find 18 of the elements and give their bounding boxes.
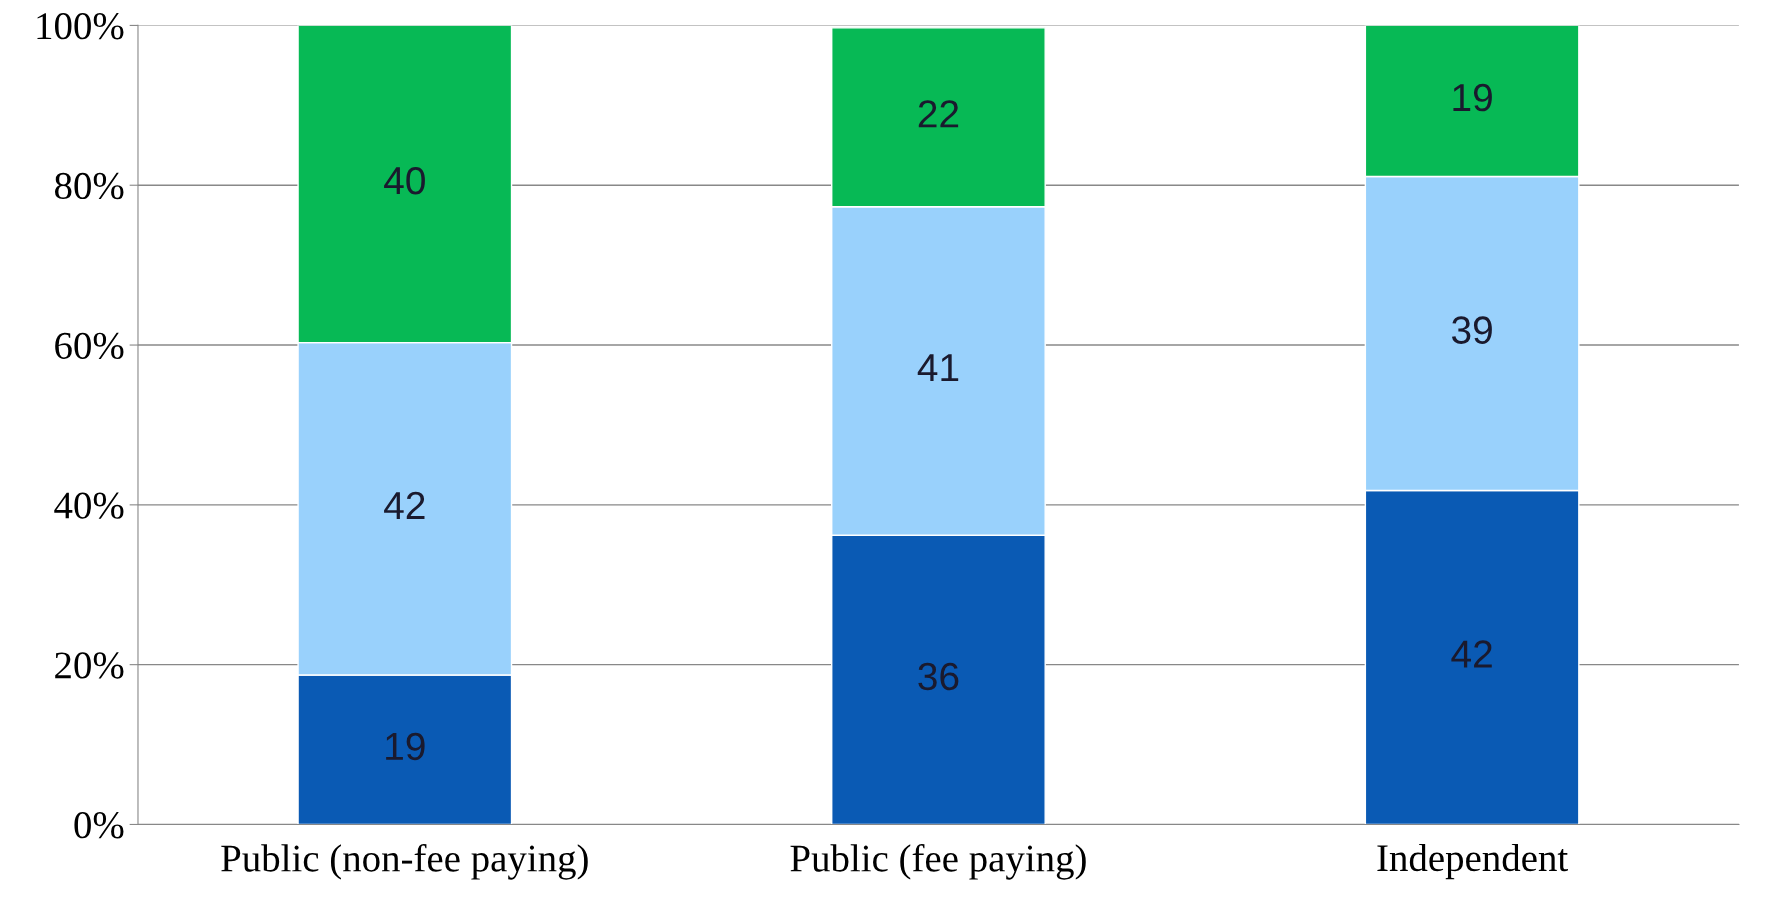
x-tick-label: Public (non-fee paying): [221, 843, 588, 880]
data-label: 19: [386, 732, 425, 761]
x-tick-label: Independent: [1377, 843, 1568, 880]
data-label: 22: [918, 100, 959, 128]
data-label: 40: [384, 166, 425, 195]
y-tick-label: 40%: [54, 492, 124, 519]
data-label: 41: [917, 354, 959, 382]
y-tick-label: 0%: [74, 812, 124, 839]
data-label: 42: [384, 491, 425, 519]
y-tick-label: 20%: [55, 652, 124, 679]
y-tick-label: 60%: [55, 332, 124, 360]
y-tick-label: 80%: [54, 172, 124, 200]
data-label: 42: [1451, 640, 1492, 668]
data-label: 19: [1453, 83, 1492, 112]
data-label: 36: [918, 662, 959, 691]
data-label: 39: [1451, 316, 1492, 344]
y-tick-label: 100%: [37, 13, 124, 40]
x-tick-label: Public (fee paying): [790, 843, 1086, 880]
